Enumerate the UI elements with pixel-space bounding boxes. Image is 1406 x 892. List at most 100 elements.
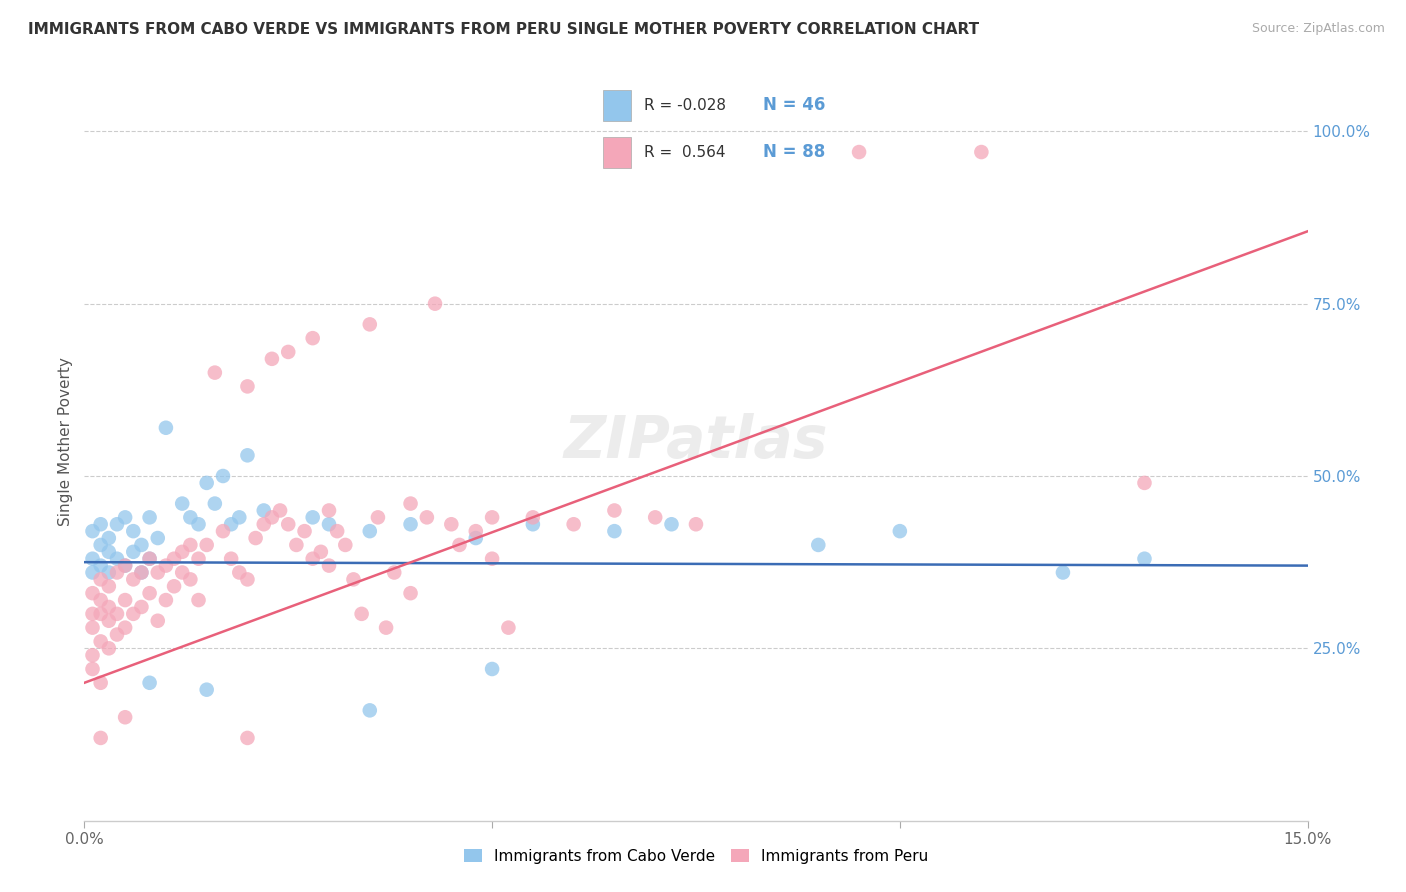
Point	[359, 318, 381, 332]
Point	[131, 599, 153, 614]
Point	[399, 497, 422, 511]
Point	[131, 538, 153, 552]
Point	[644, 510, 666, 524]
Point	[90, 558, 112, 573]
Point	[172, 497, 194, 511]
Point	[114, 710, 136, 724]
Point	[97, 531, 120, 545]
Point	[277, 517, 299, 532]
Point	[82, 586, 104, 600]
Point	[146, 531, 169, 545]
Point	[350, 607, 373, 621]
Point	[114, 558, 136, 573]
Point	[464, 531, 486, 545]
Point	[204, 366, 226, 380]
Point	[1133, 475, 1156, 490]
Point	[219, 551, 242, 566]
Point	[481, 551, 503, 566]
Point	[359, 524, 381, 538]
Point	[163, 551, 186, 566]
Point	[481, 510, 503, 524]
Point	[105, 551, 128, 566]
Point	[187, 551, 209, 566]
Text: Source: ZipAtlas.com: Source: ZipAtlas.com	[1251, 22, 1385, 36]
Point	[212, 469, 235, 483]
Point	[155, 421, 177, 435]
Point	[82, 551, 104, 566]
Point	[138, 551, 160, 566]
Point	[82, 621, 104, 635]
Point	[138, 510, 160, 524]
Point	[187, 517, 209, 532]
Point	[326, 524, 349, 538]
Point	[212, 524, 235, 538]
Point	[179, 538, 201, 552]
Point	[603, 524, 626, 538]
Point	[90, 517, 112, 532]
Point	[97, 579, 120, 593]
Point	[318, 558, 340, 573]
Point	[1133, 551, 1156, 566]
Point	[195, 538, 218, 552]
Point	[970, 145, 993, 159]
Point	[260, 510, 283, 524]
Point	[122, 545, 145, 559]
Point	[807, 538, 830, 552]
Point	[423, 296, 446, 310]
Point	[131, 566, 153, 580]
Point	[105, 627, 128, 641]
Point	[399, 586, 422, 600]
Point	[301, 510, 323, 524]
Point	[416, 510, 439, 524]
Point	[146, 614, 169, 628]
Point	[236, 731, 259, 745]
Point	[309, 545, 332, 559]
Point	[105, 566, 128, 580]
Point	[399, 517, 422, 532]
Point	[1052, 566, 1074, 580]
Point	[90, 731, 112, 745]
Point	[82, 524, 104, 538]
Point	[195, 475, 218, 490]
Point	[146, 566, 169, 580]
Point	[138, 551, 160, 566]
Point	[219, 517, 242, 532]
Point	[204, 497, 226, 511]
Point	[105, 607, 128, 621]
Point	[318, 503, 340, 517]
Point	[562, 517, 585, 532]
Point	[90, 593, 112, 607]
Point	[481, 662, 503, 676]
Point	[253, 503, 276, 517]
Point	[236, 448, 259, 462]
Point	[97, 566, 120, 580]
Point	[228, 510, 250, 524]
Point	[522, 517, 544, 532]
Point	[90, 573, 112, 587]
Point	[114, 621, 136, 635]
Point	[685, 517, 707, 532]
Text: ZIPatlas: ZIPatlas	[564, 413, 828, 470]
Point	[122, 573, 145, 587]
Point	[301, 551, 323, 566]
Point	[335, 538, 357, 552]
Point	[179, 510, 201, 524]
Point	[90, 634, 112, 648]
Point	[277, 345, 299, 359]
Point	[269, 503, 291, 517]
Point	[90, 538, 112, 552]
Point	[440, 517, 463, 532]
Point	[122, 607, 145, 621]
Point	[318, 517, 340, 532]
Point	[260, 351, 283, 366]
Point	[236, 573, 259, 587]
Point	[172, 545, 194, 559]
Point	[179, 573, 201, 587]
Point	[122, 524, 145, 538]
Point	[285, 538, 308, 552]
Point	[498, 621, 520, 635]
Point	[131, 566, 153, 580]
Point	[114, 510, 136, 524]
Point	[82, 662, 104, 676]
Point	[603, 503, 626, 517]
